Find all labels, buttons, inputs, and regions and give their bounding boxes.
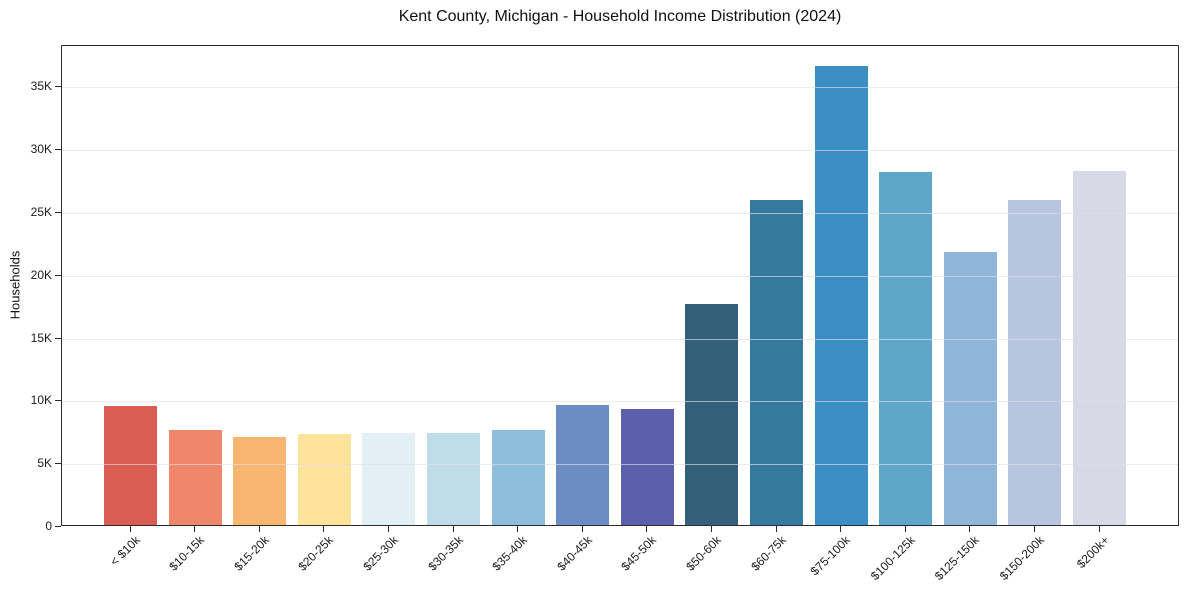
x-tick-label: $10-15k bbox=[166, 533, 207, 574]
x-tick-label: $40-45k bbox=[554, 533, 595, 574]
x-tick-label: $150-200k bbox=[996, 533, 1047, 584]
y-tick-label: 30K bbox=[30, 142, 52, 156]
x-tick-label: $100-125k bbox=[867, 533, 918, 584]
y-tick-mark bbox=[55, 275, 61, 276]
x-tick-mark bbox=[646, 526, 648, 532]
x-tick-label: $60-75k bbox=[747, 533, 789, 574]
y-tick-mark bbox=[55, 86, 61, 87]
x-tick-label: $35-40k bbox=[489, 533, 530, 574]
gridline bbox=[62, 150, 1178, 151]
y-axis-label: Households bbox=[7, 250, 23, 320]
gridline bbox=[62, 87, 1178, 88]
x-tick-mark bbox=[904, 526, 906, 532]
x-tick-mark bbox=[517, 526, 519, 532]
chart-title: Kent County, Michigan - Household Income… bbox=[398, 8, 842, 25]
x-tick-mark bbox=[1033, 526, 1035, 532]
y-tick-label: 35K bbox=[30, 79, 52, 93]
x-tick-label: $200k+ bbox=[1073, 533, 1112, 571]
x-tick-label: $45-50k bbox=[618, 533, 660, 574]
bar bbox=[1073, 171, 1126, 525]
y-tick-mark bbox=[55, 400, 61, 401]
y-tick-mark bbox=[55, 526, 61, 527]
y-tick-label: 20K bbox=[30, 268, 52, 282]
bar bbox=[620, 409, 674, 525]
x-tick-label: $15-20k bbox=[231, 533, 272, 574]
x-tick-mark bbox=[387, 526, 389, 532]
bar bbox=[943, 252, 997, 525]
x-tick-mark bbox=[775, 526, 777, 532]
x-tick-label: $20-25k bbox=[295, 533, 337, 574]
y-tick-mark bbox=[55, 212, 61, 213]
x-tick-mark bbox=[323, 526, 325, 532]
y-tick-mark bbox=[55, 149, 61, 150]
y-tick-label: 0 bbox=[45, 519, 52, 533]
gridline bbox=[62, 339, 1178, 340]
x-tick-mark bbox=[129, 526, 131, 532]
bar bbox=[556, 405, 610, 525]
x-tick-mark bbox=[194, 526, 196, 532]
x-tick-label: $50-60k bbox=[683, 533, 724, 574]
y-tick-mark bbox=[55, 338, 61, 339]
bar bbox=[1008, 200, 1062, 525]
gridline bbox=[62, 401, 1178, 402]
bar bbox=[362, 433, 416, 525]
y-tick-mark bbox=[55, 463, 61, 464]
y-tick-label: 10K bbox=[30, 393, 52, 407]
bar bbox=[427, 433, 480, 525]
bar bbox=[814, 66, 868, 525]
y-tick-label: 5K bbox=[37, 456, 52, 470]
bar bbox=[168, 430, 222, 525]
bar bbox=[750, 200, 803, 525]
x-tick-label: $30-35k bbox=[424, 533, 466, 574]
x-tick-label: $25-30k bbox=[360, 533, 401, 574]
x-tick-mark bbox=[969, 526, 971, 532]
bar bbox=[879, 172, 933, 525]
bar bbox=[491, 430, 545, 525]
bar bbox=[233, 437, 287, 525]
x-tick-mark bbox=[581, 526, 583, 532]
x-tick-mark bbox=[710, 526, 712, 532]
bar bbox=[685, 304, 739, 525]
x-tick-label: $75-100k bbox=[807, 533, 853, 579]
x-tick-mark bbox=[258, 526, 260, 532]
x-tick-label: < $10k bbox=[106, 533, 143, 569]
x-tick-mark bbox=[452, 526, 454, 532]
bar bbox=[104, 406, 157, 525]
x-tick-mark bbox=[840, 526, 842, 532]
bar bbox=[297, 434, 351, 525]
gridline bbox=[62, 213, 1178, 214]
gridline bbox=[62, 276, 1178, 277]
y-tick-label: 25K bbox=[30, 205, 52, 219]
x-tick-mark bbox=[1098, 526, 1100, 532]
plot-area bbox=[61, 45, 1179, 526]
x-tick-label: $125-150k bbox=[932, 533, 983, 584]
y-tick-label: 15K bbox=[30, 331, 52, 345]
gridline bbox=[62, 464, 1178, 465]
